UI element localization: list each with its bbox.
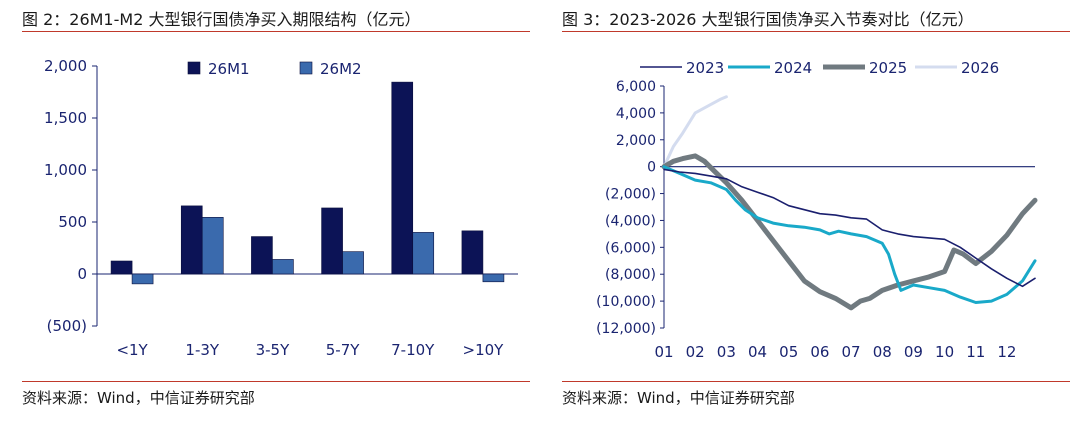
bar-26m2-1	[201, 217, 224, 275]
y-tick-label: (4,000)	[605, 213, 656, 229]
y-tick-label: 2,000	[616, 133, 656, 149]
x-category-label: 5-7Y	[326, 341, 360, 359]
x-tick-label: 03	[717, 343, 736, 361]
series-line-2026	[662, 95, 728, 169]
y-tick-label: (8,000)	[605, 267, 656, 283]
y-tick-label: (12,000)	[596, 321, 656, 337]
left-source-note: 资料来源：Wind，中信证券研究部	[22, 389, 255, 407]
right-figure-panel: 图 3：2023-2026 大型银行国债净买入节奏对比（亿元） 6,000 4,0…	[540, 0, 1080, 421]
left-figure-title: 图 2：26M1-M2 大型银行国债净买入期限结构（亿元）	[22, 10, 421, 29]
left-title-rule	[22, 31, 530, 32]
legend-swatch-26m1	[187, 61, 201, 75]
legend-label-2023: 2023	[686, 59, 724, 77]
x-tick-label: 02	[686, 343, 705, 361]
series-line-2024	[662, 165, 1037, 304]
bar-26m2-0	[131, 273, 154, 285]
bar-26m2-5	[482, 273, 505, 283]
y-tick-label: (500)	[47, 317, 87, 335]
x-tick-label: 06	[810, 343, 829, 361]
left-figure-panel: 图 2：26M1-M2 大型银行国债净买入期限结构（亿元） 2,000 1,500…	[22, 10, 530, 407]
legend-label-26m1: 26M1	[208, 60, 250, 78]
series-line-2023	[663, 168, 1036, 288]
bar-26m1-0	[110, 260, 133, 275]
y-tick-label: (10,000)	[596, 294, 656, 310]
x-category-label: >10Y	[463, 341, 505, 359]
legend-label-2025: 2025	[869, 59, 907, 77]
x-tick-label: 07	[842, 343, 861, 361]
x-tick-label: 11	[966, 343, 985, 361]
legend-swatch-26m2	[299, 61, 313, 75]
legend-label-2024: 2024	[774, 59, 812, 77]
x-category-label: <1Y	[116, 341, 148, 359]
x-tick-label: 05	[779, 343, 798, 361]
right-title-rule	[562, 31, 1070, 32]
series-line-2025	[661, 153, 1038, 311]
x-tick-label: 10	[935, 343, 954, 361]
right-source-rule	[562, 381, 1070, 382]
bar-26m2-3	[342, 251, 364, 275]
y-tick-label: 2,000	[44, 57, 87, 75]
y-tick-label: 500	[58, 213, 87, 231]
bar-26m1-4	[391, 81, 414, 275]
bar-26m2-2	[272, 259, 294, 275]
y-tick-label: 4,000	[616, 106, 656, 122]
x-category-label: 3-5Y	[256, 341, 290, 359]
right-source-note: 资料来源：Wind，中信证券研究部	[562, 389, 795, 407]
left-source-rule	[22, 381, 530, 382]
bar-26m2-4	[412, 232, 435, 275]
legend-label-26m2: 26M2	[320, 60, 362, 78]
x-tick-label: 09	[904, 343, 923, 361]
y-tick-label: 1,500	[44, 109, 87, 127]
left-bar-chart: 2,000 1,500 1,000 500 0 (500) <1Y 1-3Y 3-5Y 5-7Y 7…	[44, 57, 518, 359]
y-tick-label: (2,000)	[605, 187, 656, 203]
right-line-chart: 6,000 4,000 2,000 0 (2,000) (4,000) (6,000) (8,…	[596, 59, 1038, 361]
x-tick-label: 04	[748, 343, 767, 361]
y-tick-label: 0	[647, 160, 656, 176]
x-category-label: 1-3Y	[185, 341, 219, 359]
x-tick-label: 01	[654, 343, 673, 361]
y-tick-label: 6,000	[616, 79, 656, 95]
x-category-label: 7-10Y	[391, 341, 435, 359]
y-tick-label: (6,000)	[605, 240, 656, 256]
y-tick-label: 0	[77, 265, 87, 283]
right-figure-title: 图 3：2023-2026 大型银行国债净买入节奏对比（亿元）	[562, 10, 974, 29]
bar-26m1-1	[180, 205, 203, 275]
bar-26m1-2	[251, 236, 273, 275]
bar-26m1-5	[461, 230, 484, 275]
legend-label-2026: 2026	[961, 59, 999, 77]
x-tick-label: 08	[873, 343, 892, 361]
x-tick-label: 12	[997, 343, 1016, 361]
bar-26m1-3	[321, 207, 343, 275]
y-tick-label: 1,000	[44, 161, 87, 179]
